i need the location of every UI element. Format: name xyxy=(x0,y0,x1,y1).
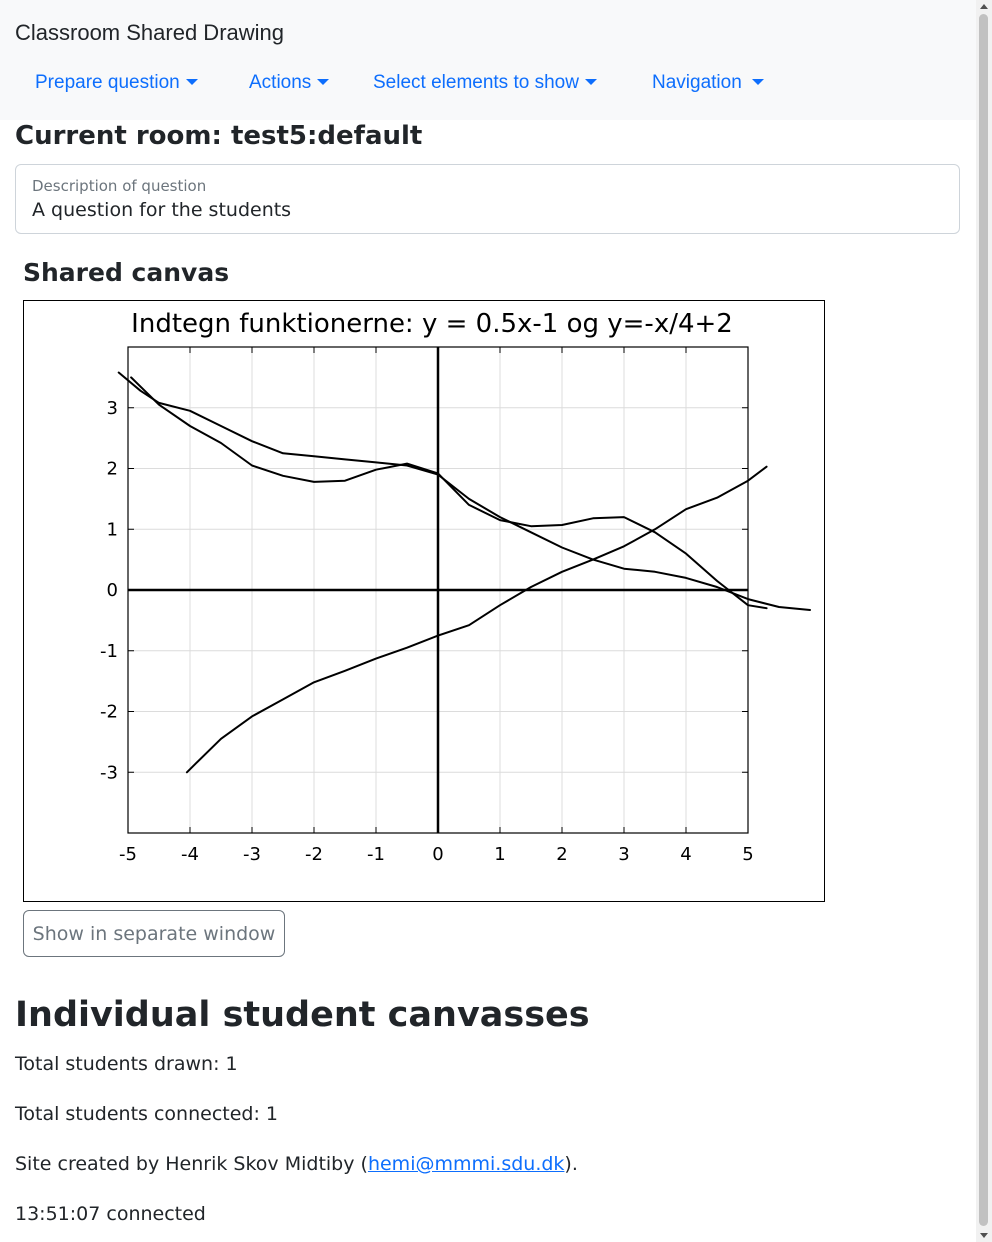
top-navbar: Classroom Shared Drawing Prepare questio… xyxy=(0,0,976,120)
drawn-curve-2 xyxy=(117,371,811,611)
drawn-curve-1 xyxy=(185,465,768,774)
chevron-down-icon xyxy=(751,79,764,85)
scroll-thumb[interactable] xyxy=(979,14,988,1226)
vertical-scrollbar[interactable] xyxy=(976,0,992,1242)
scroll-down-icon[interactable] xyxy=(980,1233,988,1238)
chart-axes xyxy=(127,346,749,834)
shared-canvas[interactable]: Indtegn funktionerne: y = 0.5x-1 og y=-x… xyxy=(23,300,825,902)
x-tick-label: -3 xyxy=(243,844,261,865)
total-students-drawn: Total students drawn: 1 xyxy=(15,1053,238,1075)
shared-canvas-heading: Shared canvas xyxy=(23,258,230,287)
y-tick-label: -1 xyxy=(100,641,118,662)
room-title: Current room: test5:default xyxy=(15,121,423,151)
menu-prepare-question-label: Prepare question xyxy=(35,72,180,93)
menu-actions[interactable]: Actions xyxy=(249,72,330,94)
question-description-field[interactable]: Description of question A question for t… xyxy=(15,164,960,234)
y-tick-label: 0 xyxy=(107,580,118,601)
chart-title: Indtegn funktionerne: y = 0.5x-1 og y=-x… xyxy=(131,309,733,339)
x-tick-label: -4 xyxy=(181,844,199,865)
chevron-down-icon xyxy=(584,79,597,85)
chart-series xyxy=(117,371,811,774)
x-tick-label: 5 xyxy=(742,844,753,865)
y-tick-label: 1 xyxy=(107,519,118,540)
author-email-link[interactable]: hemi@mmmi.sdu.dk xyxy=(367,1153,565,1175)
x-tick-label: 3 xyxy=(618,844,629,865)
x-tick-label: 2 xyxy=(556,844,567,865)
x-tick-label: 0 xyxy=(432,844,443,865)
show-separate-window-button[interactable]: Show in separate window xyxy=(23,910,285,957)
site-credit-suffix: ). xyxy=(564,1153,578,1175)
drawn-curve-3 xyxy=(130,376,768,610)
question-description-value[interactable]: A question for the students xyxy=(32,199,292,221)
site-credit: Site created by Henrik Skov Midtiby (hem… xyxy=(15,1153,578,1175)
individual-canvasses-heading: Individual student canvasses xyxy=(15,995,590,1035)
menu-navigation-label: Navigation xyxy=(652,72,742,93)
app-brand[interactable]: Classroom Shared Drawing xyxy=(15,20,284,45)
connection-status: 13:51:07 connected xyxy=(15,1203,206,1225)
menu-select-elements-label: Select elements to show xyxy=(373,72,579,93)
menu-navigation[interactable]: Navigation xyxy=(652,72,764,94)
menu-actions-label: Actions xyxy=(249,72,312,93)
x-tick-label: -1 xyxy=(367,844,385,865)
total-students-connected: Total students connected: 1 xyxy=(15,1103,279,1125)
menu-select-elements[interactable]: Select elements to show xyxy=(373,72,597,94)
scroll-up-icon[interactable] xyxy=(980,4,988,9)
y-tick-label: 3 xyxy=(107,398,118,419)
chart-ticks: -5 -4 -3 -2 -1 0 1 2 3 4 5 -3 -2 -1 0 1 2 3 xyxy=(100,347,754,865)
y-tick-label: -2 xyxy=(100,702,118,723)
function-plot[interactable]: Indtegn funktionerne: y = 0.5x-1 og y=-x… xyxy=(24,301,824,901)
x-tick-label: 4 xyxy=(680,844,691,865)
y-tick-label: 2 xyxy=(107,459,118,480)
menu-prepare-question[interactable]: Prepare question xyxy=(35,72,198,94)
site-credit-prefix: Site created by Henrik Skov Midtiby ( xyxy=(15,1153,368,1175)
y-tick-label: -3 xyxy=(100,762,118,783)
chevron-down-icon xyxy=(317,79,330,85)
x-tick-label: -2 xyxy=(305,844,323,865)
chevron-down-icon xyxy=(185,79,198,85)
question-description-label: Description of question xyxy=(32,177,207,195)
x-tick-label: -5 xyxy=(119,844,137,865)
x-tick-label: 1 xyxy=(494,844,505,865)
